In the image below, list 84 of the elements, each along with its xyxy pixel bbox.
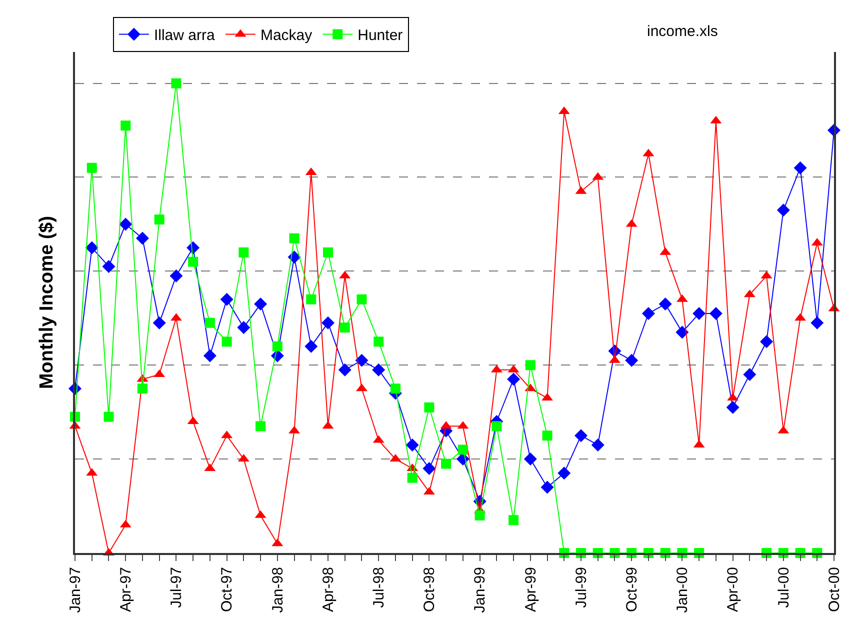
x-tick-label: Jan-99 xyxy=(472,567,489,613)
point xyxy=(676,326,689,339)
point xyxy=(86,162,97,173)
point xyxy=(658,298,672,311)
x-tick-label: Jan-00 xyxy=(674,567,692,613)
legend-label: Mackay xyxy=(260,27,313,44)
point xyxy=(237,321,250,334)
point xyxy=(422,462,436,475)
point xyxy=(642,306,655,320)
point xyxy=(372,363,386,376)
point xyxy=(355,354,368,367)
x-tick-label: Oct-00 xyxy=(826,567,843,612)
legend-label: Hunter xyxy=(358,27,403,44)
x-tick-label: Apr-98 xyxy=(320,567,337,612)
x-tick-label: Oct-98 xyxy=(421,567,438,612)
point xyxy=(137,384,148,394)
point xyxy=(272,341,282,352)
point xyxy=(204,318,215,328)
point xyxy=(406,438,419,452)
text: income.xls xyxy=(647,23,718,40)
point xyxy=(507,372,520,386)
point xyxy=(458,444,468,455)
point xyxy=(171,78,182,88)
x-tick-label: Apr-00 xyxy=(724,567,742,612)
point xyxy=(306,294,316,304)
point xyxy=(794,161,807,174)
point xyxy=(540,480,554,494)
point xyxy=(525,360,536,370)
point xyxy=(591,438,604,452)
point xyxy=(322,316,334,330)
point xyxy=(726,400,740,414)
point xyxy=(323,247,333,258)
point xyxy=(558,466,571,480)
point xyxy=(104,412,114,422)
point xyxy=(356,294,367,304)
point xyxy=(85,241,98,254)
point xyxy=(340,322,350,333)
y-axis-title: Monthly Income ($) xyxy=(36,216,58,390)
point xyxy=(709,306,722,320)
point xyxy=(524,452,537,466)
x-tick-label: Oct-97 xyxy=(218,567,236,612)
point xyxy=(119,218,132,231)
point xyxy=(289,233,300,244)
point xyxy=(441,458,452,469)
point xyxy=(492,421,502,432)
point xyxy=(120,120,131,131)
point xyxy=(170,269,183,282)
point xyxy=(760,335,774,348)
point xyxy=(102,260,116,273)
point xyxy=(542,430,552,441)
point xyxy=(390,384,400,394)
point xyxy=(238,247,249,258)
point xyxy=(152,316,166,330)
point xyxy=(474,510,485,520)
point xyxy=(188,256,198,267)
point xyxy=(203,349,216,362)
x-tick-label: Oct-99 xyxy=(623,567,640,612)
x-tick-label: Jul-97 xyxy=(168,567,186,608)
x-tick-label: Jan-98 xyxy=(269,567,286,613)
point xyxy=(256,421,266,432)
point xyxy=(424,402,434,412)
point xyxy=(220,292,234,306)
x-tick-label: Jan-97 xyxy=(66,567,84,613)
point xyxy=(338,363,352,376)
point xyxy=(810,316,824,330)
point xyxy=(304,340,318,353)
point xyxy=(254,298,268,311)
point xyxy=(743,368,756,382)
x-tick-label: Jul-98 xyxy=(370,567,388,608)
x-tick-label: Jul-00 xyxy=(775,567,792,608)
x-tick-label: Apr-97 xyxy=(117,567,134,612)
point xyxy=(374,336,384,347)
point xyxy=(508,515,519,526)
x-tick-label: Apr-99 xyxy=(522,567,540,612)
legend-label: Illaw arra xyxy=(154,27,216,44)
x-tick-label: Jul-99 xyxy=(572,567,590,608)
point xyxy=(625,354,638,367)
point xyxy=(136,232,149,245)
point xyxy=(574,429,588,442)
point xyxy=(222,336,232,347)
point xyxy=(154,214,164,225)
point xyxy=(407,472,418,483)
point xyxy=(692,306,706,320)
point xyxy=(776,204,790,217)
